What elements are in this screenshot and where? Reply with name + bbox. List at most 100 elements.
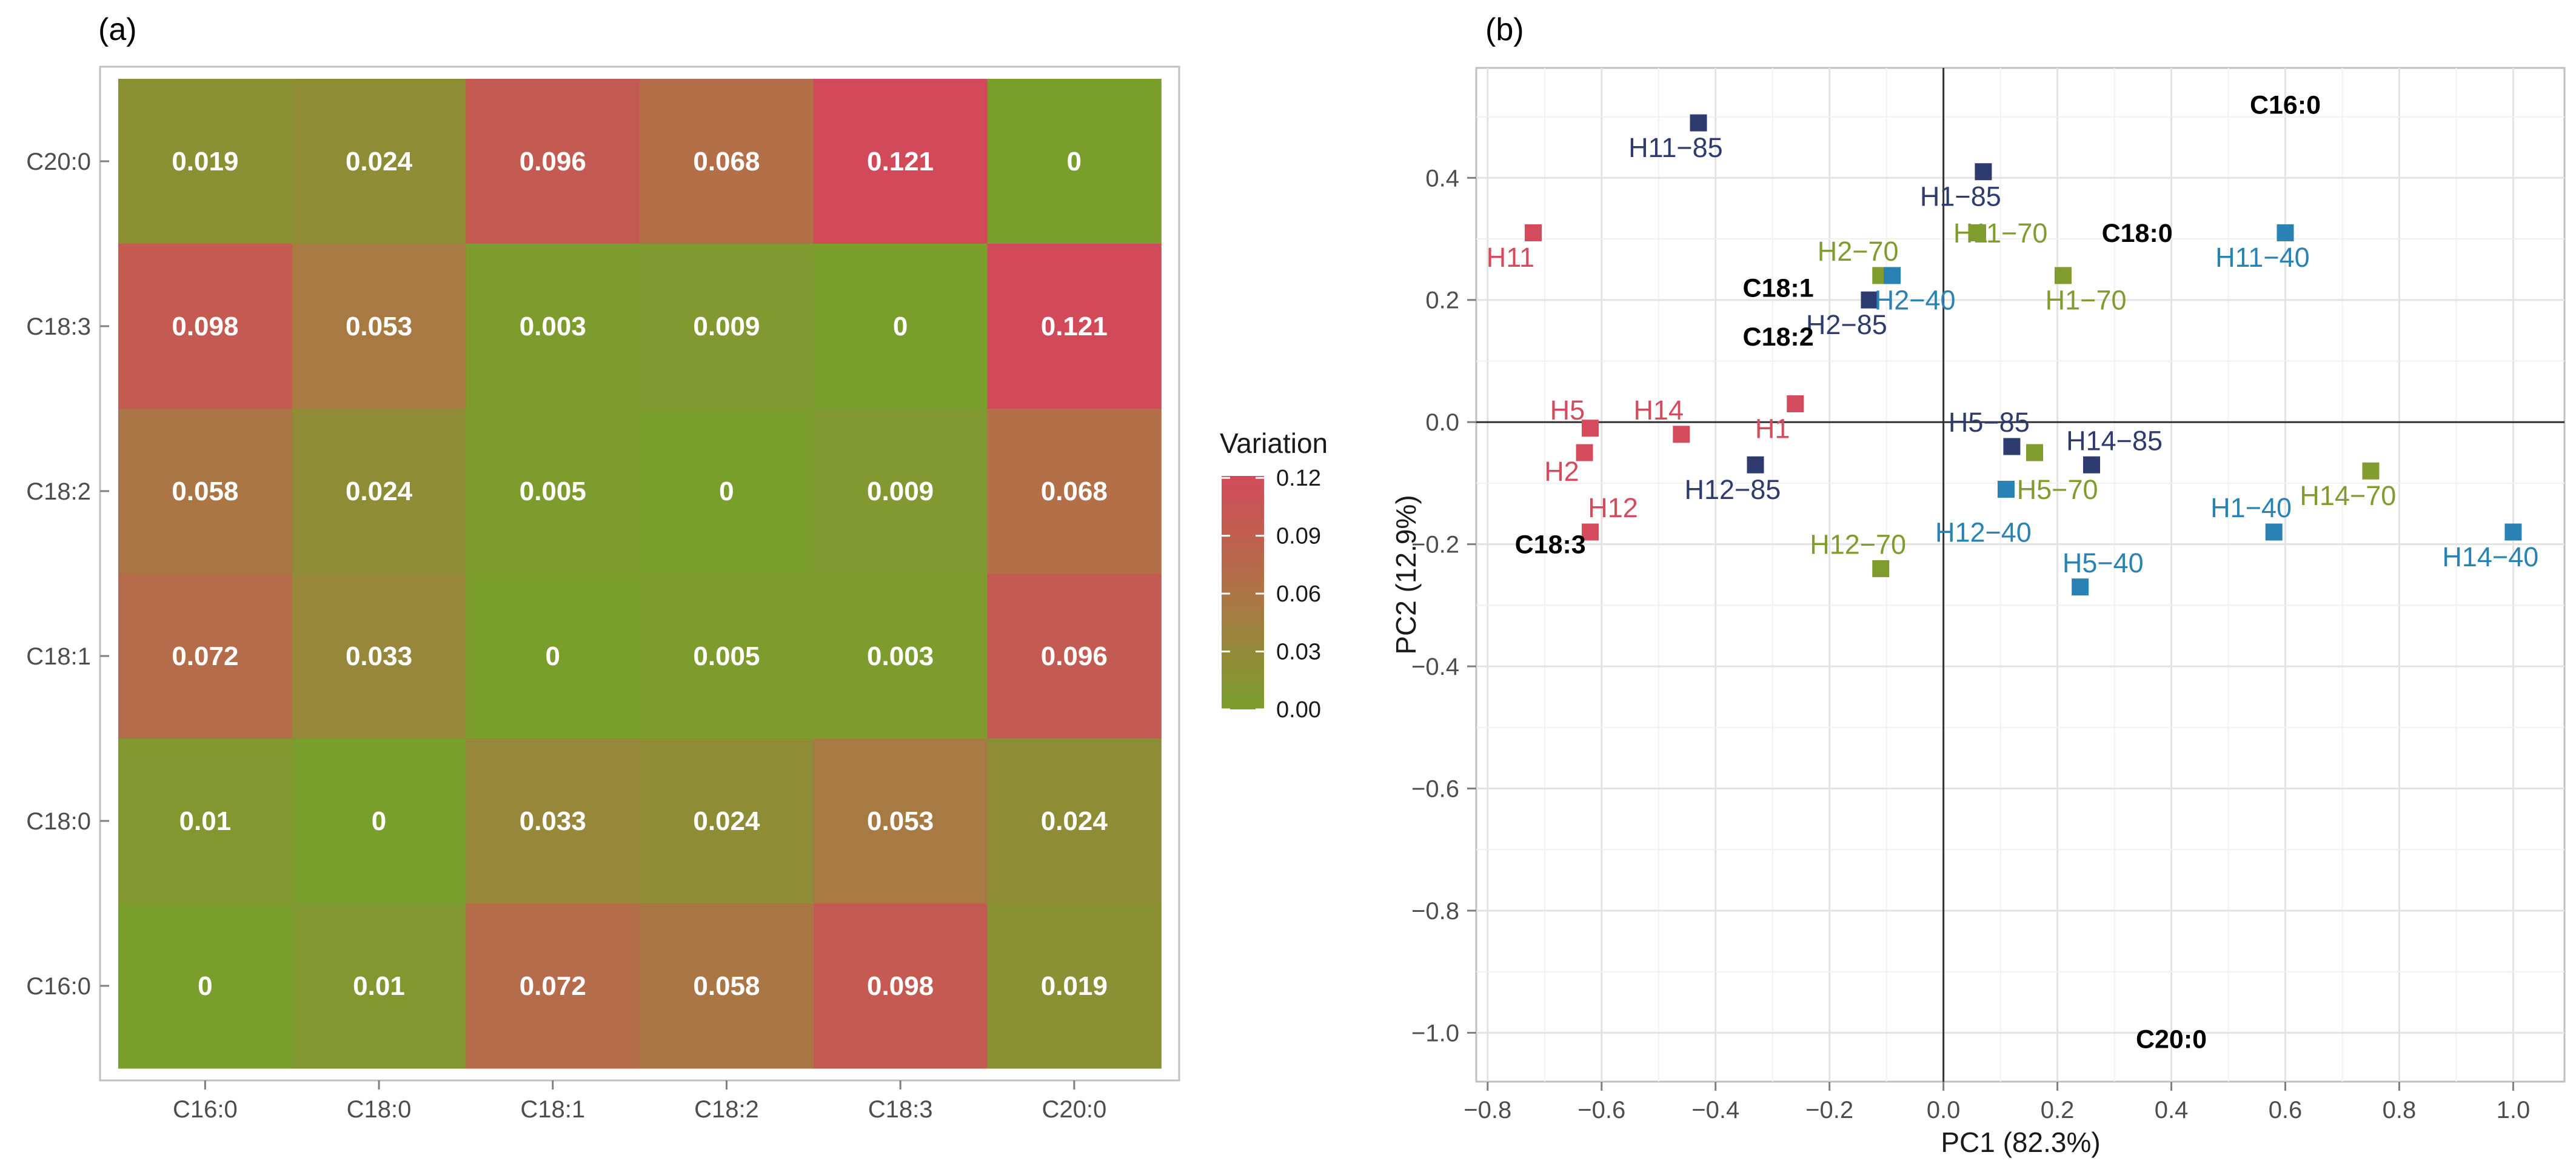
heatmap-cell: [292, 79, 466, 244]
heatmap-cell-value: 0.009: [867, 477, 934, 506]
pca-zero-lines: [1476, 68, 2564, 1082]
pca-y-tick-labels: 0.4 0.2 0.0 −0.2 −0.4 −0.6 −0.8 −1.0: [1411, 165, 1476, 1046]
pca-point-label: H5−40: [2062, 547, 2144, 578]
pca-plot-border: [1475, 67, 2566, 1083]
heatmap-cell-value: 0.024: [693, 806, 760, 836]
pca-y-tick-label: −0.2: [1411, 532, 1459, 558]
heatmap-cells: [118, 79, 1162, 1069]
pca-point-label: H12: [1588, 492, 1638, 523]
heatmap-cell-value: 0.01: [353, 971, 405, 1001]
heatmap-cell: [118, 79, 293, 244]
heatmap-cell: [292, 903, 466, 1069]
pca-x-tick-labels: −0.8 −0.6 −0.4 −0.2 0.0 0.2 0.4 0.6 0.8 1.0: [1464, 1082, 2530, 1123]
pca-point: [1975, 163, 1992, 181]
pca-variable-label: C20:0: [2136, 1025, 2207, 1054]
pca-x-axis-title: PC1 (82.3%): [1941, 1126, 2100, 1158]
pca-x-tick-label: −0.8: [1464, 1097, 1511, 1123]
heatmap-cell-value: 0.005: [520, 477, 586, 506]
heatmap-cell: [118, 574, 293, 739]
heatmap-cell: [466, 738, 640, 904]
heatmap-cell: [813, 903, 988, 1069]
pca-panel: (b) −0.8 −0.6 −0.4 −0.2 0.0 0.2 0.4 0.6 0.8 1.0 0…: [1390, 12, 2566, 1158]
heatmap-cell: [118, 738, 293, 904]
pca-x-tick-label: 0.6: [2269, 1097, 2303, 1123]
pca-point: [2026, 444, 2043, 461]
heatmap-cell-value: 0.005: [693, 641, 760, 671]
heatmap-y-tick-label: C18:3: [26, 313, 91, 340]
pca-point-labels: H11 H5 H2 H12 H14 H1 H11−85 H1−85 H2−85 H12−85 H5−…: [1487, 132, 2538, 578]
pca-point-label: H5: [1550, 395, 1585, 426]
pca-x-tick-label: 0.2: [2041, 1097, 2075, 1123]
pca-point-label: H11−70: [1953, 218, 2048, 249]
pca-x-tick-label: −0.2: [1805, 1097, 1853, 1123]
legend-tick-label: 0.00: [1276, 697, 1321, 723]
panel-label-b: (b): [1485, 12, 1524, 47]
pca-point-label: H12−70: [1810, 529, 1906, 560]
heatmap-cell: [813, 409, 988, 574]
heatmap-cell: [987, 903, 1162, 1069]
pca-y-axis-title: PC2 (12.9%): [1390, 495, 1422, 654]
heatmap-cell-value: 0.053: [346, 312, 412, 341]
heatmap-cell: [466, 574, 640, 739]
legend-title: Variation: [1220, 427, 1328, 459]
pca-point: [1747, 456, 1764, 474]
pca-point: [1861, 291, 1878, 309]
pca-point: [1787, 395, 1804, 412]
heatmap-cell-value: 0: [1067, 147, 1082, 176]
heatmap-cell-value: 0.003: [867, 641, 934, 671]
heatmap-cell: [292, 244, 466, 409]
pca-point: [2504, 523, 2522, 541]
pca-y-tick-label: 0.4: [1425, 165, 1459, 192]
pca-point-label: H14: [1633, 395, 1684, 426]
pca-point-label: H14−40: [2442, 541, 2538, 572]
legend-ticks: 0.12 0.09 0.06 0.03 0.00: [1222, 466, 1321, 723]
heatmap-cell: [118, 244, 293, 409]
pca-point-label: H1−70: [2046, 285, 2127, 316]
pca-point-label: H1−85: [1920, 181, 2001, 212]
pca-point-label: H14−70: [2300, 480, 2396, 511]
heatmap-cell: [466, 244, 640, 409]
heatmap-cell: [640, 79, 814, 244]
heatmap-cell: [987, 738, 1162, 904]
pca-point-label: H1: [1755, 413, 1790, 444]
pca-point: [1884, 267, 1901, 284]
heatmap-cell: [987, 244, 1162, 409]
pca-point: [2277, 224, 2294, 241]
pca-variable-labels: C16:0 C18:0 C18:1 C18:2 C18:3 C20:0: [1515, 90, 2321, 1054]
pca-x-tick-label: −0.4: [1691, 1097, 1739, 1123]
heatmap-cell-value: 0.072: [520, 971, 586, 1001]
pca-point-label: H14−85: [2066, 425, 2163, 456]
pca-x-tick-label: 0.8: [2383, 1097, 2417, 1123]
heatmap-x-tick-label: C20:0: [1042, 1096, 1106, 1123]
heatmap-cell-value: 0.019: [172, 147, 238, 176]
pca-point-label: H12−40: [1935, 517, 2032, 547]
pca-point-label: H2−70: [1818, 236, 1899, 267]
pca-point-label: H11−85: [1628, 132, 1723, 163]
panel-label-a: (a): [98, 12, 137, 47]
heatmap-cell: [466, 903, 640, 1069]
pca-point-label: H5−70: [2017, 474, 2098, 505]
heatmap-cell: [813, 79, 988, 244]
heatmap-panel: (a) 0.019 0.024 0.096 0.068 0.121 0 0.098 0.053…: [26, 12, 1180, 1123]
heatmap-cell-value: 0.098: [172, 312, 238, 341]
pca-point-label: H2−85: [1806, 309, 1887, 340]
pca-point: [1581, 523, 1599, 541]
heatmap-cell: [640, 738, 814, 904]
heatmap-y-tick-label: C18:1: [26, 643, 91, 670]
pca-x-tick-label: −0.6: [1577, 1097, 1625, 1123]
heatmap-cell: [292, 738, 466, 904]
heatmap-cell-value: 0.024: [346, 147, 413, 176]
heatmap-y-tick-label: C20:0: [26, 149, 91, 175]
pca-y-tick-label: 0.2: [1425, 287, 1459, 314]
heatmap-cell: [987, 79, 1162, 244]
heatmap-cell: [118, 903, 293, 1069]
heatmap-x-tick-label: C18:3: [868, 1096, 933, 1123]
heatmap-cell-value: 0.072: [172, 641, 238, 671]
pca-x-tick-label: 1.0: [2497, 1097, 2531, 1123]
pca-points: [1524, 114, 2522, 596]
pca-point-label: H12−85: [1684, 474, 1781, 505]
heatmap-value-labels: 0.019 0.024 0.096 0.068 0.121 0 0.098 0.053 0.00…: [172, 147, 1108, 1001]
pca-y-tick-label: −0.8: [1411, 898, 1459, 925]
heatmap-x-tick-labels: C16:0 C18:0 C18:1 C18:2 C18:3 C20:0: [173, 1080, 1106, 1123]
heatmap-cell: [466, 79, 640, 244]
